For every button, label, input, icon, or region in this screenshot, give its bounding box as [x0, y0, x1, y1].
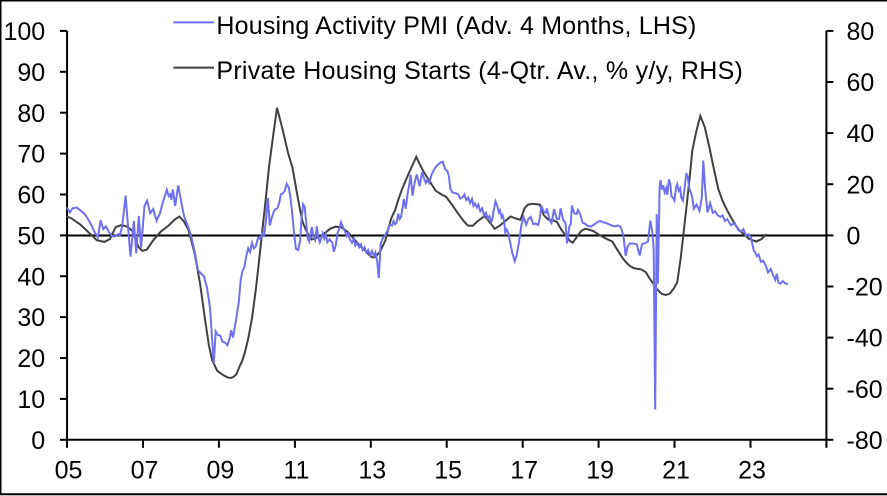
svg-text:Private Housing Starts (4-Qtr.: Private Housing Starts (4-Qtr. Av., % y/… — [216, 57, 743, 85]
svg-text:90: 90 — [17, 59, 45, 87]
svg-text:80: 80 — [847, 18, 875, 46]
svg-text:0: 0 — [847, 223, 861, 251]
svg-text:10: 10 — [17, 386, 45, 414]
svg-text:23: 23 — [738, 456, 766, 484]
svg-text:20: 20 — [17, 345, 45, 373]
svg-text:40: 40 — [17, 263, 45, 291]
svg-text:60: 60 — [17, 182, 45, 210]
svg-text:50: 50 — [17, 223, 45, 251]
svg-text:30: 30 — [17, 304, 45, 332]
svg-text:-40: -40 — [847, 325, 883, 353]
svg-text:100: 100 — [3, 18, 45, 46]
svg-text:07: 07 — [131, 456, 159, 484]
svg-text:80: 80 — [17, 100, 45, 128]
svg-text:0: 0 — [31, 427, 45, 455]
svg-text:21: 21 — [662, 456, 690, 484]
svg-text:17: 17 — [510, 456, 538, 484]
svg-text:05: 05 — [55, 456, 83, 484]
svg-text:13: 13 — [358, 456, 386, 484]
svg-text:-80: -80 — [847, 427, 883, 455]
svg-text:40: 40 — [847, 120, 875, 148]
svg-text:19: 19 — [586, 456, 614, 484]
svg-text:20: 20 — [847, 171, 875, 199]
svg-text:15: 15 — [434, 456, 462, 484]
svg-text:Housing Activity PMI (Adv. 4 M: Housing Activity PMI (Adv. 4 Months, LHS… — [216, 12, 696, 40]
svg-text:09: 09 — [206, 456, 234, 484]
svg-text:-20: -20 — [847, 274, 883, 302]
svg-text:70: 70 — [17, 141, 45, 169]
svg-text:11: 11 — [283, 456, 309, 484]
svg-text:-60: -60 — [847, 376, 883, 404]
svg-text:60: 60 — [847, 69, 875, 97]
